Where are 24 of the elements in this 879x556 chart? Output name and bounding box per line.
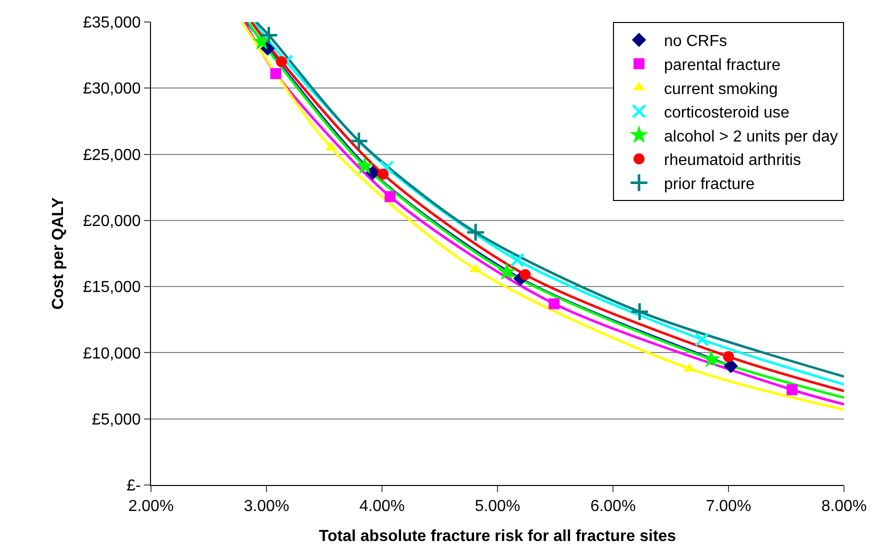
legend-label: parental fracture	[664, 56, 781, 74]
y-tick-label: £25,000	[82, 146, 141, 164]
x-tick-label: 5.00%	[474, 498, 520, 516]
y-tick-label: £30,000	[82, 80, 141, 98]
x-tick-label: 6.00%	[590, 498, 636, 516]
y-axis-title: Cost per QALY	[50, 197, 67, 310]
y-tick-label: £35,000	[82, 14, 141, 32]
y-tick-label: £15,000	[82, 279, 141, 296]
y-tick-label: £5,000	[92, 411, 141, 428]
legend-label: rheumatoid arthritis	[664, 152, 801, 170]
x-tick-label: 7.00%	[706, 498, 752, 516]
x-axis-title: Total absolute fracture risk for all fracture sites	[318, 528, 676, 545]
legend-label: alcohol > 2 units per day	[664, 128, 838, 146]
legend-label: prior fracture	[664, 176, 755, 193]
legend-label: no CRFs	[664, 33, 728, 50]
y-tick-label: £10,000	[82, 345, 141, 362]
y-tick-label: £-	[126, 478, 141, 495]
x-tick-label: 2.00%	[128, 498, 174, 516]
legend-label: current smoking	[664, 80, 778, 98]
legend-label: corticosteroid use	[664, 104, 790, 122]
x-tick-label: 4.00%	[359, 498, 405, 516]
y-tick-label: £20,000	[82, 213, 141, 230]
x-tick-label: 8.00%	[821, 498, 867, 516]
x-tick-label: 3.00%	[244, 498, 290, 516]
